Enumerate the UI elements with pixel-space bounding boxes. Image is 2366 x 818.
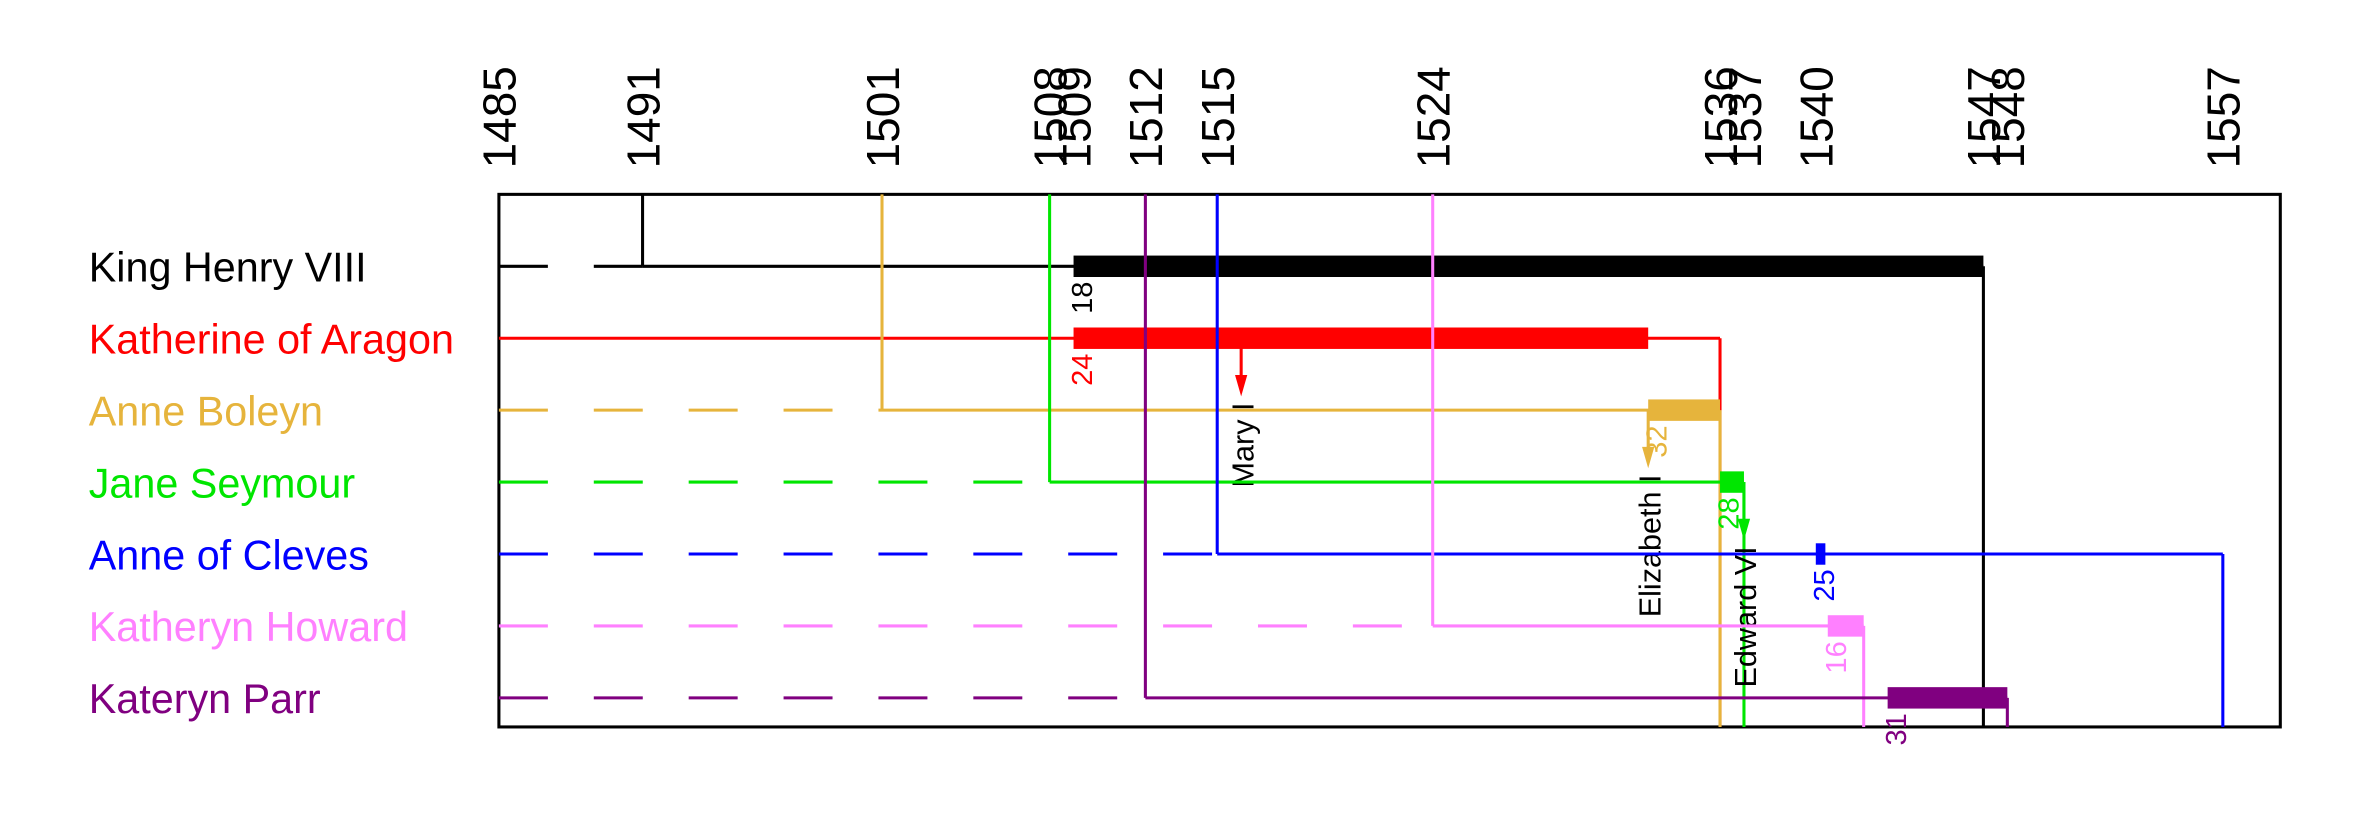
age-label: 31 xyxy=(1881,713,1913,745)
marriage-bar xyxy=(1073,327,1649,349)
child-label: Mary I xyxy=(1226,402,1260,487)
x-tick-label: 1524 xyxy=(1408,66,1460,168)
person-name: Anne of Cleves xyxy=(89,532,369,578)
person-name: King Henry VIII xyxy=(89,245,367,291)
child-arrowhead xyxy=(1235,374,1248,397)
x-tick-label: 1557 xyxy=(2198,66,2250,168)
x-tick-label: 1548 xyxy=(1982,66,2034,168)
x-tick-label: 1508 xyxy=(1024,66,1076,168)
child-label: Elizabeth I xyxy=(1633,474,1667,617)
x-tick-label: 1515 xyxy=(1192,66,1244,168)
age-label: 16 xyxy=(1821,641,1853,673)
child-label: Edward VI xyxy=(1729,546,1763,687)
age-label: 24 xyxy=(1067,354,1099,386)
x-tick-label: 1547 xyxy=(1958,66,2010,168)
x-tick-label: 1491 xyxy=(617,66,669,168)
age-label: 18 xyxy=(1067,282,1099,314)
person-name: Kateryn Parr xyxy=(89,676,321,722)
marriage-bar xyxy=(1648,399,1721,421)
marriage-bar xyxy=(1887,687,2008,709)
marriage-bar xyxy=(1827,615,1864,637)
x-tick-label: 1509 xyxy=(1048,66,1100,168)
child-arrowhead xyxy=(1737,518,1751,541)
person-name: Katherine of Aragon xyxy=(89,317,454,363)
x-tick-label: 1537 xyxy=(1719,66,1771,168)
person-name: Jane Seymour xyxy=(89,460,356,506)
x-tick-label: 1536 xyxy=(1695,66,1747,168)
person-name: Katheryn Howard xyxy=(89,604,408,650)
plot-frame xyxy=(497,192,2282,729)
x-tick-label: 1512 xyxy=(1120,66,1172,168)
age-label: 25 xyxy=(1809,569,1841,601)
x-tick-label: 1501 xyxy=(857,66,909,168)
child-arrowhead xyxy=(1642,446,1655,469)
x-tick-label: 1540 xyxy=(1791,66,1843,168)
marriage-bar xyxy=(1073,255,1984,278)
person-name: Anne Boleyn xyxy=(89,388,323,434)
x-tick-label: 1485 xyxy=(474,66,526,168)
marriage-bar xyxy=(1720,471,1744,493)
marriage-bar xyxy=(1815,543,1826,565)
